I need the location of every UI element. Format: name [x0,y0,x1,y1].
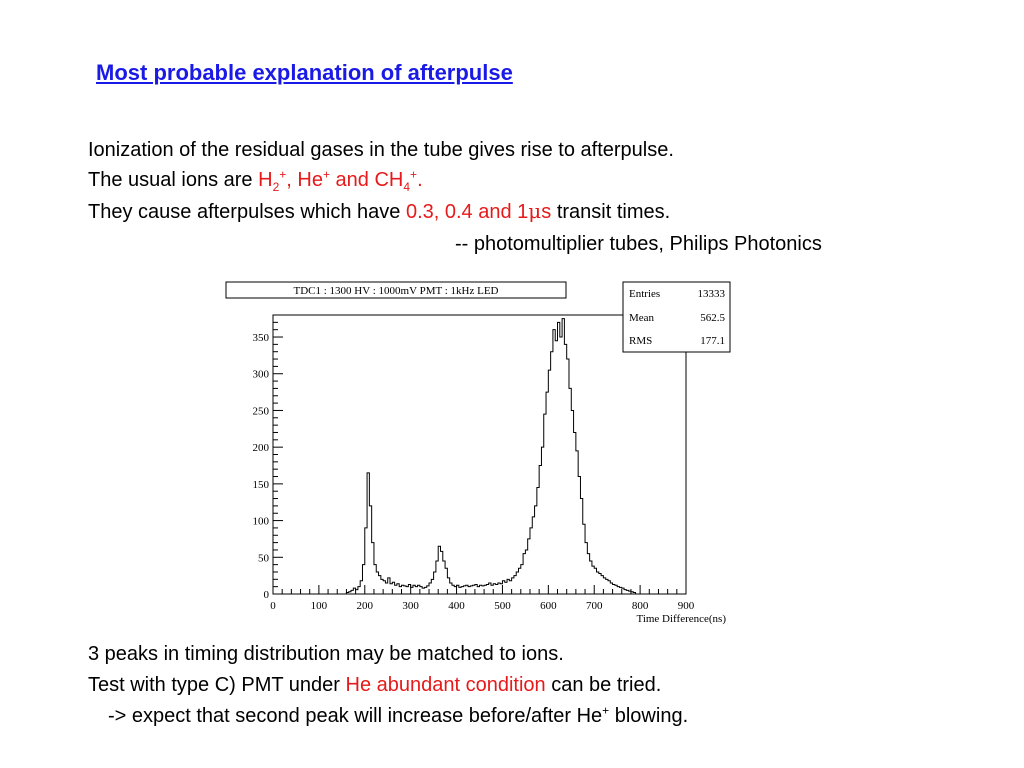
x-tick-label: 100 [311,600,328,612]
stats-rms-label: RMS [629,335,652,347]
citation: -- photomultiplier tubes, Philips Photon… [455,233,822,255]
x-tick-label: 800 [632,600,649,612]
x-tick-label: 900 [678,600,695,612]
stats-mean-value: 562.5 [700,312,725,324]
x-tick-label: 500 [494,600,511,612]
transit-suffix: transit times. [551,201,671,223]
chart-title: TDC1 : 1300 HV : 1000mV PMT : 1kHz LED [293,285,498,297]
y-tick-label: 0 [264,589,270,601]
stats-entries-label: Entries [629,288,660,300]
transit-prefix: They cause afterpulses which have [88,201,406,223]
x-tick-label: 700 [586,600,603,612]
y-tick-label: 250 [253,405,270,417]
histogram-chart: TDC1 : 1300 HV : 1000mV PMT : 1kHz LED 0… [225,281,731,625]
note-line-2-suffix: can be tried. [545,674,662,696]
y-tick-label: 150 [253,479,270,491]
explanation-line-1: Ionization of the residual gases in the … [88,139,674,161]
histogram-series [345,318,637,594]
stats-mean-label: Mean [629,312,655,324]
note-line-2: Test with type C) PMT under He abundant … [88,673,661,697]
ion-list: H2+, He+ and CH4+. [258,167,423,194]
he-abundant-condition: He abundant condition [345,674,546,696]
plot-frame [272,314,687,595]
note-line-1: 3 peaks in timing distribution may be ma… [88,643,564,665]
note-line-2-prefix: Test with type C) PMT under [88,674,346,696]
slide-title: Most probable explanation of afterpulse [96,60,513,85]
x-axis-label: Time Difference(ns) [636,613,726,625]
x-tick-label: 400 [448,600,465,612]
y-tick-label: 300 [253,369,270,381]
x-tick-label: 600 [540,600,557,612]
stats-rms-value: 177.1 [700,335,725,347]
y-tick-label: 350 [253,332,270,344]
y-tick-label: 100 [253,516,270,528]
ions-prefix: The usual ions are [88,169,259,191]
chart-title-box [225,281,567,299]
x-tick-label: 200 [357,600,374,612]
stats-box [622,281,731,353]
y-tick-label: 200 [253,442,270,454]
x-tick-label: 0 [270,600,276,612]
y-tick-label: 50 [258,552,270,564]
explanation-line-2: The usual ions are H2+, He+ and CH4+. [88,167,423,194]
transit-values: 0.3, 0.4 and 1μs [405,199,552,223]
x-axis: 0 100 200 300 400 500 600 700 800 900 [270,585,695,612]
y-axis: 0 50 100 150 200 250 300 350 [253,321,283,601]
stats-entries-value: 13333 [698,288,726,300]
note-line-3: -> expect that second peak will increase… [108,703,689,727]
x-tick-label: 300 [402,600,419,612]
explanation-line-3: They cause afterpulses which have 0.3, 0… [88,199,670,224]
